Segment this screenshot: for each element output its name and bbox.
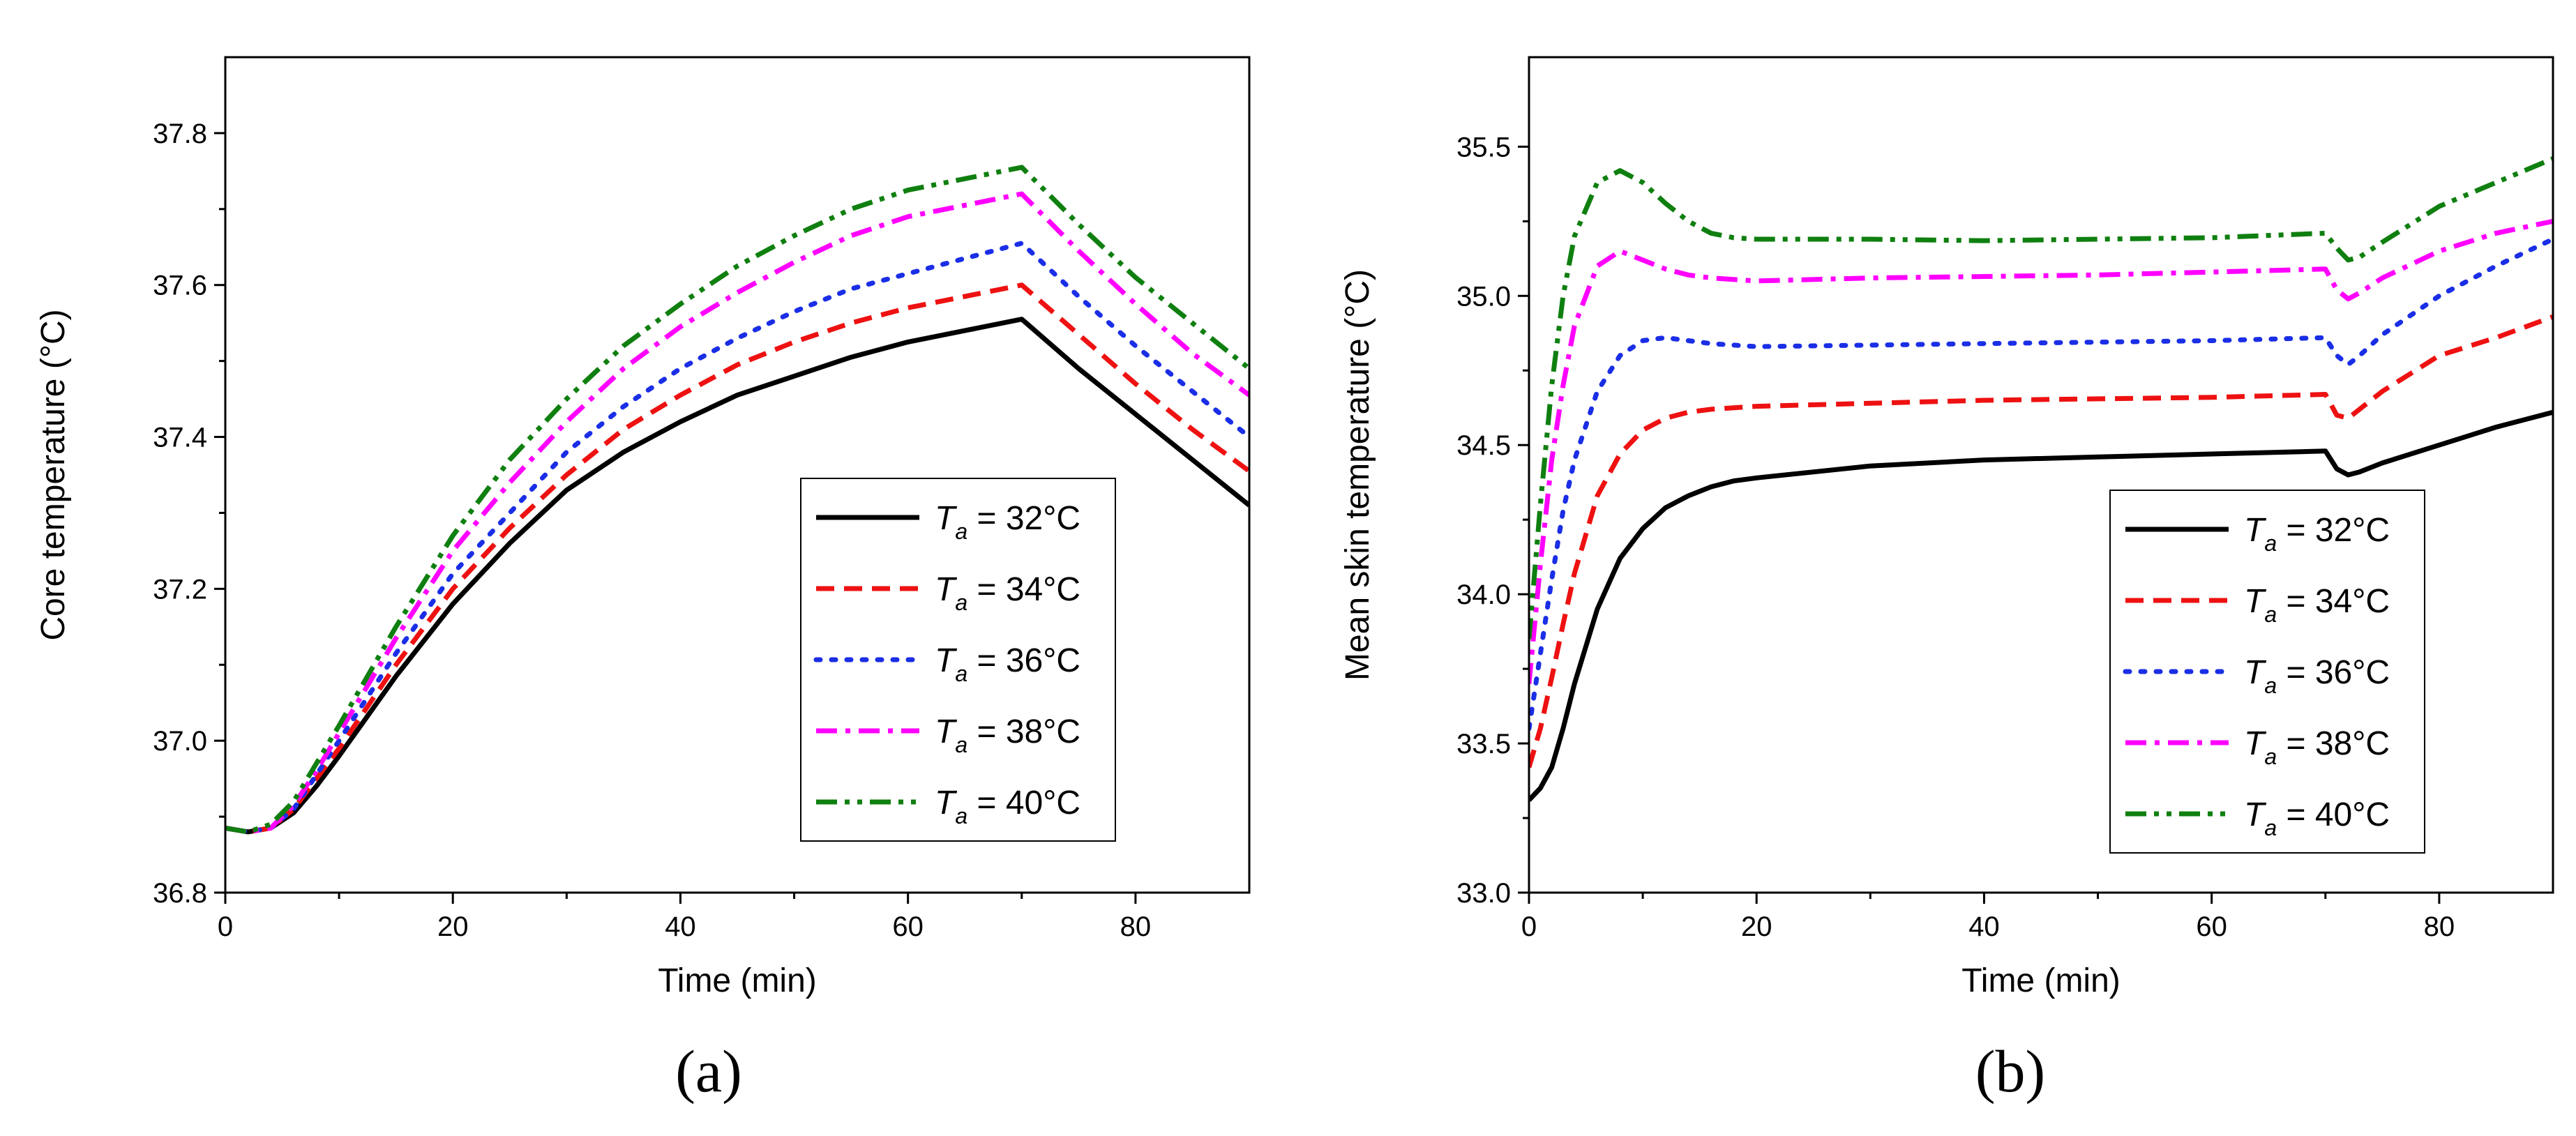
- panel-b-legend-label-2: Ta = 36°C: [2244, 654, 2390, 698]
- panel-a-legend-label-2: Ta = 36°C: [935, 642, 1080, 686]
- panel-b-x-axis-title: Time (min): [1961, 962, 2121, 999]
- panel-a-chart: 0 20 40 60 80 36.8 37.0 37.2 37.4 37.6 37.8 Time (m…: [35, 56, 1251, 1105]
- panel-b-y-tick-label: 33.5: [1456, 729, 1511, 759]
- panel-a-x-tick-label: 40: [665, 911, 696, 942]
- panel-a-legend-label-1: Ta = 34°C: [935, 571, 1080, 615]
- panel-a-legend-label-0: Ta = 32°C: [935, 500, 1080, 544]
- panel-b-legend-label-4: Ta = 40°C: [2244, 796, 2390, 840]
- panel-a-series-line-3: [225, 191, 1249, 835]
- panel-a-plot-frame: [224, 56, 1251, 894]
- panel-a-y-tick-label: 37.4: [153, 423, 207, 453]
- panel-b-series-line-1: [1529, 314, 2553, 768]
- panel-a-x-tick-label: 80: [1120, 911, 1152, 942]
- panel-b-x-tick-label: 20: [1741, 911, 1772, 942]
- panel-b-y-tick-label: 34.5: [1456, 430, 1511, 461]
- panel-a-y-tick-label: 37.6: [153, 271, 207, 301]
- panel-a-y-tick-label: 37.8: [153, 119, 207, 149]
- panel-b-legend-label-0: Ta = 32°C: [2244, 512, 2390, 556]
- panel-b-legend-label-3: Ta = 38°C: [2244, 725, 2390, 769]
- panel-a-y-tick-label: 36.8: [153, 878, 207, 909]
- panel-a-legend-label-3: Ta = 38°C: [935, 713, 1080, 757]
- panel-b-series-line-0: [1529, 409, 2553, 802]
- panel-b-chart: 0 20 40 60 80 33.0 33.5 34.0 34.5 35.0 35.5 Time (m…: [1339, 56, 2554, 1105]
- panel-a-panel-label: (a): [675, 1038, 741, 1105]
- panel-a-legend-label-4: Ta = 40°C: [935, 785, 1080, 828]
- panel-b-y-axis-title: Mean skin temperature (°C): [1339, 269, 1376, 681]
- panel-a-y-tick-label: 37.0: [153, 726, 207, 757]
- panel-b-series-line-3: [1529, 218, 2553, 684]
- panel-b-y-tick-label: 34.0: [1456, 580, 1511, 610]
- panel-b-x-tick-label: 40: [1968, 911, 2000, 942]
- panel-b-x-tick-label: 0: [1521, 911, 1537, 942]
- panel-b-legend-label-1: Ta = 34°C: [2244, 583, 2390, 627]
- panel-b-y-tick-label: 35.5: [1456, 132, 1511, 162]
- panel-b-series-line-4: [1529, 156, 2553, 639]
- panel-b-y-tick-label: 33.0: [1456, 878, 1511, 909]
- panel-a-y-axis-title: Core temperature (°C): [35, 309, 72, 640]
- panel-b-x-tick-label: 60: [2196, 911, 2227, 942]
- panel-b-y-tick-label: 35.0: [1456, 281, 1511, 312]
- panel-b-plot-frame: [1528, 56, 2554, 894]
- panel-a-x-axis-title: Time (min): [658, 962, 817, 999]
- panel-b-panel-label: (b): [1975, 1038, 2045, 1105]
- panel-a-x-tick-label: 0: [218, 911, 233, 942]
- panel-a-y-tick-label: 37.2: [153, 574, 207, 605]
- panel-a-x-tick-label: 60: [892, 911, 924, 942]
- panel-a-x-tick-label: 20: [437, 911, 469, 942]
- panel-a-series-line-0: [225, 317, 1249, 835]
- panel-b-x-tick-label: 80: [2424, 911, 2455, 942]
